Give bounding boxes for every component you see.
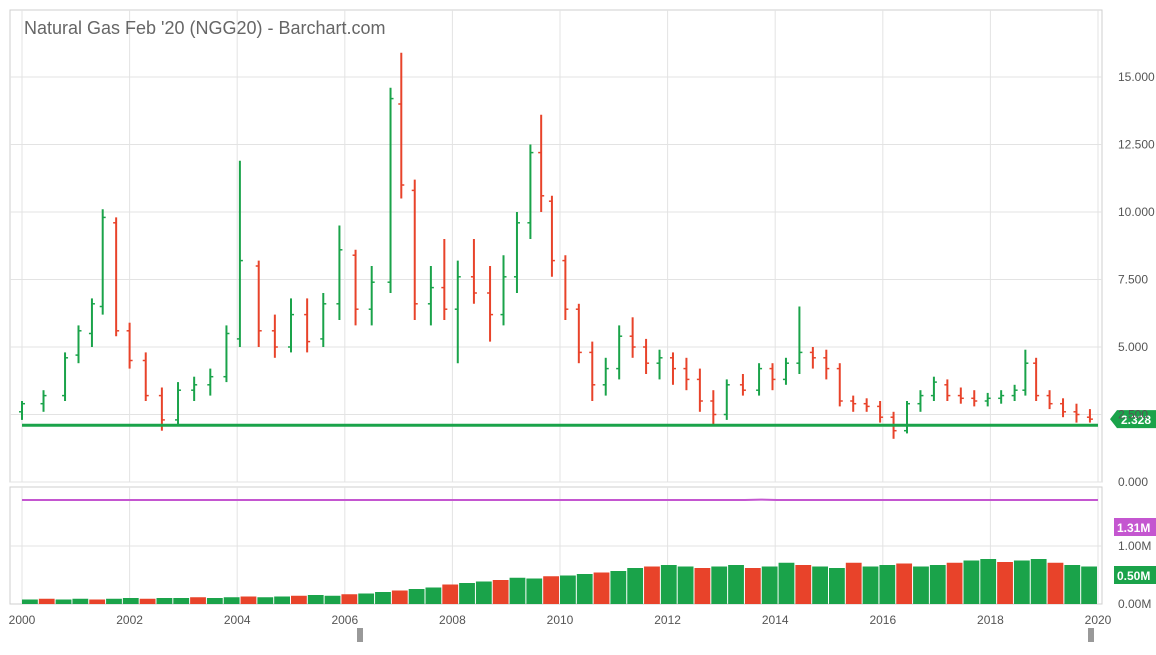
volume-bar <box>829 568 845 604</box>
volume-bar <box>510 578 526 604</box>
volume-bar <box>257 597 273 604</box>
volume-bar <box>964 561 980 605</box>
y-tick-label: 0.000 <box>1118 475 1148 489</box>
y-tick-label: 5.000 <box>1118 340 1148 354</box>
volume-bar <box>947 563 963 604</box>
grid-layer <box>10 10 1102 604</box>
volume-bar <box>493 580 509 604</box>
volume-bar <box>879 565 895 604</box>
volume-bar <box>661 565 677 604</box>
volume-bar <box>409 589 425 604</box>
volume-bar <box>341 594 357 604</box>
volume-bar <box>577 574 593 604</box>
volume-bar <box>695 568 711 604</box>
volume-bar <box>1031 559 1047 604</box>
volume-bar <box>274 597 290 605</box>
x-tick-label: 2012 <box>654 613 681 627</box>
volume-bar <box>106 599 122 604</box>
volume-bar <box>375 592 391 604</box>
volume-bar <box>241 597 257 605</box>
volume-zero-label: 0.00M <box>1118 597 1151 611</box>
volume-bar <box>123 598 139 604</box>
x-tick-label: 2014 <box>762 613 789 627</box>
volume-value-label: 0.50M <box>1117 569 1150 583</box>
volume-bar <box>930 565 946 604</box>
volume-bar <box>459 583 475 604</box>
volume-bar <box>39 599 55 604</box>
volume-bar <box>779 563 795 604</box>
volume-bar <box>913 567 929 605</box>
volume-bar <box>392 591 408 605</box>
volume-bar <box>678 567 694 605</box>
volume-bar <box>89 600 105 605</box>
volume-bar <box>308 595 324 604</box>
volume-bar <box>526 579 542 605</box>
volume-bar <box>157 598 173 604</box>
volume-bar <box>594 573 610 605</box>
y-tick-label: 7.500 <box>1118 273 1148 287</box>
volume-bar <box>997 562 1013 604</box>
volume-bar <box>762 567 778 605</box>
volume-bar <box>795 565 811 604</box>
volume-bar <box>442 585 458 605</box>
volume-bar <box>22 600 38 605</box>
y-tick-label: 12.500 <box>1118 138 1155 152</box>
volume-bar <box>543 576 559 604</box>
oi-value-label: 1.31M <box>1117 521 1150 535</box>
price-panel-frame <box>10 10 1102 482</box>
volume-bar <box>72 599 88 604</box>
x-tick-label: 2016 <box>869 613 896 627</box>
volume-bar <box>980 559 996 604</box>
volume-bar <box>56 600 72 605</box>
volume-bar <box>190 597 206 604</box>
volume-bar <box>173 598 189 604</box>
x-tick-label: 2020 <box>1085 613 1112 627</box>
volume-bar <box>476 582 492 605</box>
x-tick-label: 2002 <box>116 613 143 627</box>
volume-bar <box>846 563 862 604</box>
y-tick-label: 15.000 <box>1118 70 1155 84</box>
oi-tick-label: 1.00M <box>1118 539 1151 553</box>
volume-bar <box>863 567 879 605</box>
x-tick-label: 2004 <box>224 613 251 627</box>
volume-bar <box>140 599 156 604</box>
volume-bar <box>1064 565 1080 604</box>
range-handle-right <box>1088 628 1094 642</box>
volume-bar <box>207 598 223 604</box>
volume-bar <box>896 564 912 605</box>
volume-bar <box>358 594 374 605</box>
x-tick-label: 2018 <box>977 613 1004 627</box>
volume-bar <box>1048 563 1064 604</box>
volume-bar <box>224 597 240 604</box>
x-tick-label: 2000 <box>9 613 36 627</box>
x-tick-label: 2006 <box>331 613 358 627</box>
volume-bar <box>812 567 828 605</box>
candle-layer <box>19 53 1093 439</box>
volume-bar <box>1014 561 1030 605</box>
volume-bar <box>711 567 727 605</box>
y-tick-label: 10.000 <box>1118 205 1155 219</box>
range-handle-left <box>357 628 363 642</box>
volume-bar <box>426 588 442 605</box>
x-tick-label: 2008 <box>439 613 466 627</box>
y-tick-label: 2.500 <box>1118 408 1148 422</box>
axis-layer: 2000 2002 2004 2006 2008 2010 2012 2014 2016 2018… <box>9 70 1155 627</box>
volume-bar <box>728 565 744 604</box>
volume-bar <box>560 576 576 605</box>
volume-bar <box>745 568 761 604</box>
chart-title: Natural Gas Feb '20 (NGG20) - Barchart.c… <box>24 18 386 39</box>
volume-bar <box>610 571 626 604</box>
volume-bar <box>1081 567 1097 605</box>
volume-bar <box>291 596 307 604</box>
volume-bar <box>325 596 341 604</box>
x-tick-label: 2010 <box>547 613 574 627</box>
volume-bar <box>627 568 643 604</box>
volume-bar <box>644 567 660 605</box>
